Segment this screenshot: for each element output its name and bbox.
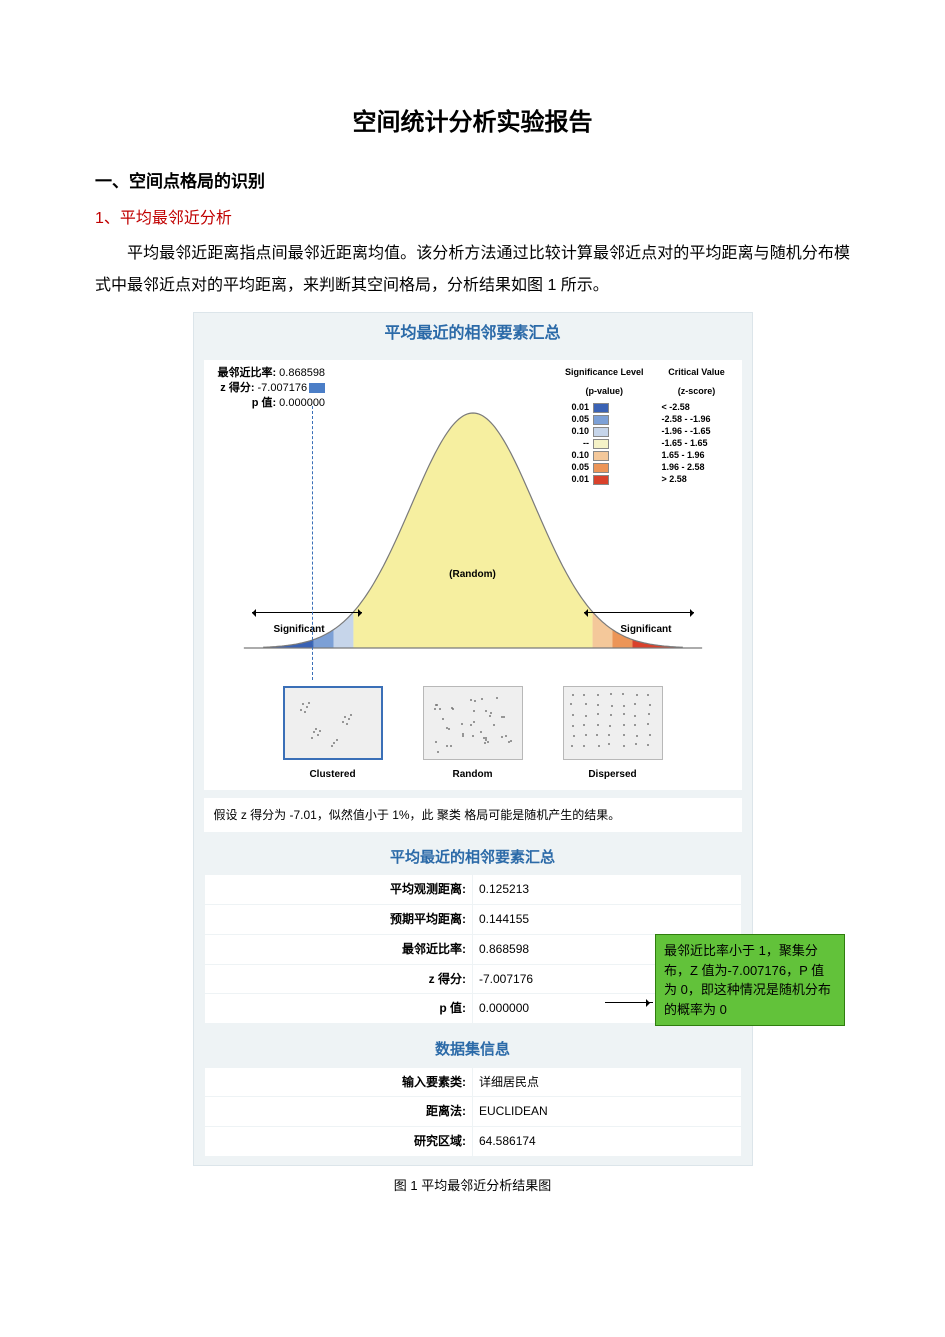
pattern-random (423, 686, 523, 760)
pattern-dispersed-label: Dispersed (563, 765, 663, 784)
dataset-val-1: EUCLIDEAN (473, 1097, 742, 1127)
dataset-key-1: 距离法: (204, 1097, 473, 1127)
z-dash-line (312, 406, 313, 680)
hypothesis-text: 假设 z 得分为 -7.01，似然值小于 1%，此 聚类 格局可能是随机产生的结… (204, 798, 742, 832)
dataset-table: 输入要素类:详细居民点距离法:EUCLIDEAN研究区域:64.586174 (204, 1067, 742, 1157)
callout-note: 最邻近比率小于 1，聚集分布，Z 值为-7.007176，P 值为 0，即这种情… (655, 934, 845, 1026)
pattern-dispersed (563, 686, 663, 760)
z-indicator-bar (309, 383, 325, 393)
significant-right-label: Significant (620, 620, 671, 639)
dataset-key-2: 研究区域: (204, 1127, 473, 1157)
summary-val-0: 0.125213 (473, 875, 742, 905)
significant-left-label: Significant (274, 620, 325, 639)
pattern-captions: Clustered Random Dispersed (204, 765, 742, 784)
arrow-right (584, 612, 694, 613)
arrow-left (252, 612, 362, 613)
legend-p-header: Significance Level (565, 364, 644, 381)
stat-z-value: -7.007176 (258, 381, 308, 396)
pattern-clustered (283, 686, 383, 760)
pattern-row (204, 686, 742, 760)
figure-title: 平均最近的相邻要素汇总 (194, 313, 752, 355)
dataset-val-0: 详细居民点 (473, 1067, 742, 1097)
pattern-clustered-label: Clustered (283, 765, 383, 784)
stat-z-label: z 得分: (220, 381, 254, 396)
summary-key-3: z 得分: (204, 964, 473, 994)
document-title: 空间统计分析实验报告 (95, 100, 850, 146)
stat-ratio-label: 最邻近比率: (218, 366, 277, 381)
dataset-key-0: 输入要素类: (204, 1067, 473, 1097)
callout-arrow (605, 1002, 653, 1003)
figure-panel: 平均最近的相邻要素汇总 最邻近比率:0.868598 z 得分:-7.00717… (193, 312, 753, 1166)
summary-key-1: 预期平均距离: (204, 904, 473, 934)
callout-text: 最邻近比率小于 1，聚集分布，Z 值为-7.007176，P 值为 0，即这种情… (664, 943, 831, 1017)
legend-cv-header: Critical Value (662, 364, 732, 381)
section-heading-2: 1、平均最邻近分析 (95, 204, 850, 234)
dataset-val-2: 64.586174 (473, 1127, 742, 1157)
section-heading-1: 一、空间点格局的识别 (95, 166, 850, 198)
stat-ratio-value: 0.868598 (279, 366, 325, 381)
body-paragraph: 平均最邻近距离指点间最邻近距离均值。该分析方法通过比较计算最邻近点对的平均距离与… (95, 238, 850, 302)
bell-chart-panel: 最邻近比率:0.868598 z 得分:-7.007176 p 值:0.0000… (204, 360, 742, 790)
random-label: (Random) (449, 565, 496, 584)
figure-caption: 图 1 平均最邻近分析结果图 (95, 1174, 850, 1199)
summary-key-2: 最邻近比率: (204, 934, 473, 964)
summary-val-1: 0.144155 (473, 904, 742, 934)
dataset-table-title: 数据集信息 (194, 1032, 752, 1067)
summary-key-0: 平均观测距离: (204, 875, 473, 905)
pattern-random-label: Random (423, 765, 523, 784)
summary-table-title: 平均最近的相邻要素汇总 (194, 840, 752, 875)
summary-key-4: p 值: (204, 994, 473, 1024)
